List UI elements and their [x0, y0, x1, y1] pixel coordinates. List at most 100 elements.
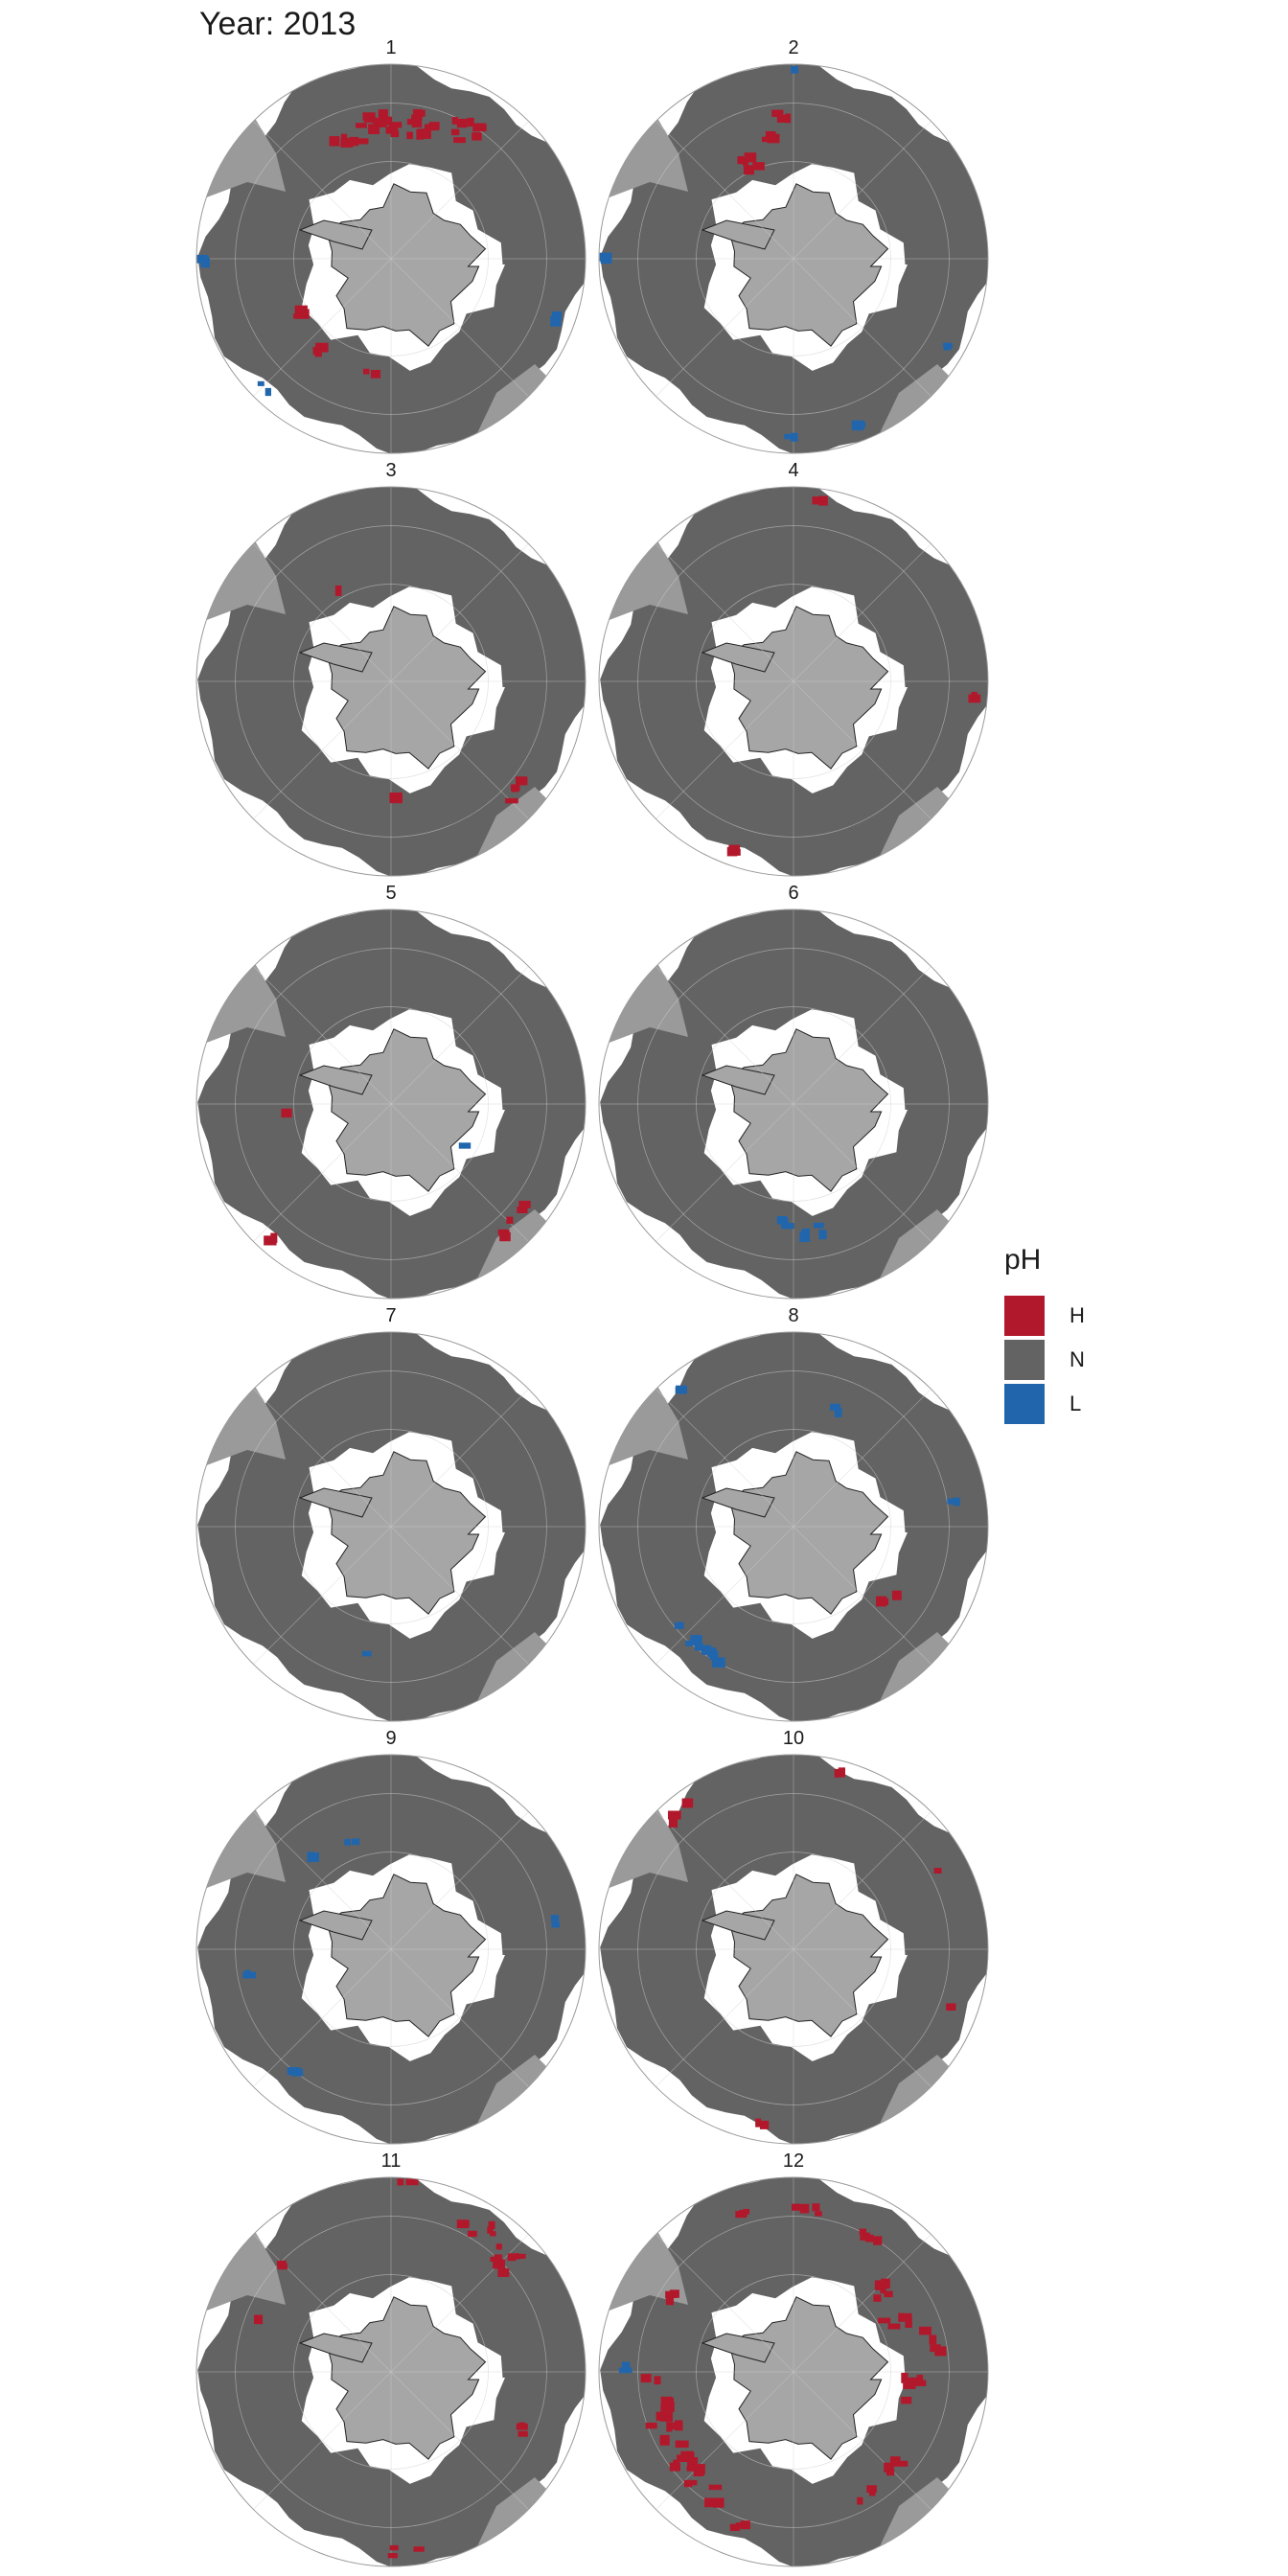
high-ph-cell	[411, 114, 419, 121]
low-ph-cell	[551, 1920, 561, 1928]
high-ph-cell	[767, 133, 780, 144]
high-ph-cell	[314, 347, 322, 357]
high-ph-cell	[293, 313, 305, 319]
panel-label: 1	[385, 37, 397, 58]
low-ph-cell	[290, 2068, 304, 2077]
legend-label-normal: N	[1070, 1347, 1085, 1371]
panel-frame	[196, 1331, 586, 1722]
high-ph-cell	[898, 2312, 905, 2322]
map-body	[196, 487, 586, 876]
high-ph-cell	[390, 130, 400, 138]
low-ph-cell	[818, 1230, 827, 1240]
high-ph-cell	[889, 2456, 901, 2467]
high-ph-cell	[680, 2450, 694, 2460]
high-ph-cell	[467, 2230, 477, 2238]
high-ph-cell	[378, 109, 388, 120]
high-ph-cell	[412, 108, 423, 120]
high-ph-cell	[818, 495, 828, 506]
high-ph-cell	[905, 2318, 912, 2328]
map-body	[599, 909, 988, 1299]
high-ph-cell	[382, 116, 393, 126]
panel-label: 7	[385, 1305, 397, 1326]
high-ph-cell	[904, 2312, 912, 2321]
legend-item-normal: N	[1004, 1338, 1085, 1382]
panel-frame	[196, 908, 586, 1300]
high-ph-cell	[673, 2459, 679, 2468]
high-ph-cell	[505, 797, 518, 804]
high-ph-cell	[900, 2460, 908, 2467]
panel-frame	[598, 1331, 989, 1722]
africa-landmass	[535, 1755, 586, 1796]
legend-swatch-low	[1004, 1384, 1045, 1424]
high-ph-cell	[405, 2177, 419, 2186]
africa-landmass	[535, 64, 586, 105]
low-ph-cell	[550, 1915, 560, 1921]
low-ph-cell	[551, 310, 563, 321]
high-ph-cell	[681, 1798, 694, 1808]
high-ph-cell	[666, 2422, 673, 2432]
high-ph-cell	[456, 118, 468, 128]
high-ph-cell	[390, 793, 402, 804]
high-ph-cell	[660, 2405, 669, 2412]
africa-landmass	[937, 64, 988, 105]
high-ph-cell	[667, 1810, 681, 1820]
panel-label: 8	[788, 1305, 799, 1326]
high-ph-cell	[791, 2203, 802, 2211]
high-ph-cell	[686, 2466, 700, 2472]
legend: pH H N L	[1004, 1244, 1085, 1426]
high-ph-cell	[708, 2484, 723, 2491]
high-ph-cell	[669, 2462, 680, 2472]
high-ph-cell	[812, 2203, 820, 2212]
high-ph-cell	[329, 136, 340, 147]
high-ph-cell	[740, 2520, 750, 2530]
polar-map-panel	[196, 1754, 586, 2145]
africa-landmass	[535, 1332, 586, 1373]
high-ph-cell	[713, 2497, 724, 2508]
low-ph-cell	[799, 1232, 811, 1242]
high-ph-cell	[704, 2497, 715, 2508]
low-ph-cell	[344, 1838, 352, 1846]
high-ph-cell	[253, 2314, 264, 2325]
high-ph-cell	[659, 2434, 670, 2446]
low-ph-cell	[550, 315, 562, 327]
low-ph-cell	[257, 380, 264, 386]
high-ph-cell	[397, 2178, 404, 2186]
high-ph-cell	[901, 2372, 908, 2383]
high-ph-cell	[687, 2461, 696, 2471]
high-ph-cell	[517, 1206, 528, 1213]
high-ph-cell	[340, 138, 354, 148]
high-ph-cell	[418, 109, 426, 117]
high-ph-cell	[660, 2396, 673, 2407]
low-ph-cell	[781, 1223, 794, 1230]
legend-swatch-normal	[1004, 1340, 1045, 1380]
high-ph-cell	[759, 2120, 770, 2129]
low-ph-cell	[943, 342, 954, 349]
panel-label: 12	[782, 2150, 805, 2172]
high-ph-cell	[743, 165, 754, 175]
low-ph-cell	[694, 1644, 703, 1651]
polar-map-panel	[196, 486, 586, 877]
africa-landmass	[937, 1755, 988, 1796]
high-ph-cell	[933, 1868, 942, 1874]
high-ph-cell	[355, 138, 369, 145]
high-ph-cell	[356, 123, 367, 128]
high-ph-cell	[866, 2485, 877, 2494]
high-ph-cell	[411, 117, 423, 128]
high-ph-cell	[752, 162, 765, 171]
africa-landmass	[937, 1332, 988, 1373]
low-ph-cell	[618, 2367, 632, 2374]
low-ph-cell	[599, 252, 612, 262]
high-ph-cell	[406, 131, 413, 140]
high-ph-cell	[487, 2226, 494, 2234]
low-ph-cell	[200, 258, 210, 268]
legend-item-high: H	[1004, 1294, 1085, 1338]
high-ph-cell	[467, 117, 474, 127]
legend-item-low: L	[1004, 1382, 1085, 1426]
high-ph-cell	[460, 2220, 470, 2227]
high-ph-cell	[389, 2544, 399, 2551]
legend-label-low: L	[1070, 1392, 1082, 1415]
panel-label: 2	[788, 37, 799, 58]
high-ph-cell	[511, 784, 520, 792]
high-ph-cell	[785, 113, 792, 124]
high-ph-cell	[886, 2467, 895, 2476]
